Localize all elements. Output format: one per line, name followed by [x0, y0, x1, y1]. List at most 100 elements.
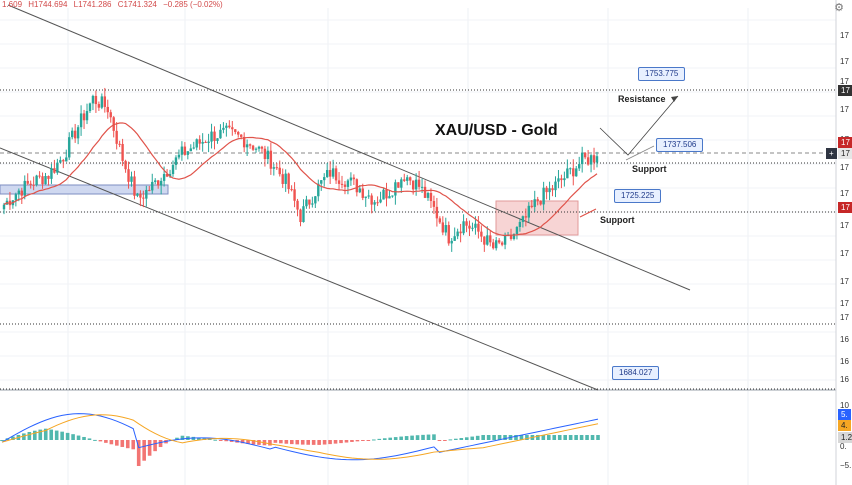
macd-histogram-bar [377, 438, 382, 440]
candle-up [207, 141, 210, 143]
candle-up [320, 180, 323, 184]
macd-axis-tick: −5. [840, 461, 852, 470]
add-alert-plus-icon[interactable]: + [826, 148, 837, 159]
candle-down [165, 174, 169, 177]
macd-histogram-bar [93, 439, 97, 441]
candle-down [343, 184, 347, 187]
candle-up [130, 176, 133, 182]
macd-histogram-bar [27, 431, 32, 440]
candle-down [468, 225, 471, 229]
macd-histogram-bar [311, 440, 316, 445]
callout-bottom-value: 1684.027 [612, 366, 660, 380]
candle-up [23, 180, 26, 196]
macd-histogram-bar [300, 440, 305, 445]
macd-histogram-bar [136, 440, 141, 467]
candle-up [456, 231, 459, 237]
candle-down [545, 187, 548, 193]
macd-histogram-bar [180, 435, 185, 440]
macd-histogram-bar [525, 435, 529, 440]
macd-histogram-bar [557, 435, 562, 440]
candle-up [85, 111, 89, 121]
price-levels [0, 89, 836, 390]
candle-up [195, 139, 198, 148]
macd-histogram-bar [125, 440, 130, 449]
macd-histogram-bar [317, 440, 321, 445]
candle-down [583, 152, 587, 158]
support-label-lower: Support [600, 215, 635, 225]
candle-up [566, 168, 569, 179]
candle-down [459, 231, 462, 234]
candle-down [551, 188, 554, 191]
ohlc-low: L1741.286 [73, 0, 112, 9]
signal-line [1, 414, 599, 460]
candle-up [180, 146, 184, 155]
macd-histogram-bar [38, 429, 43, 440]
candle-down [29, 183, 32, 185]
candle-up [450, 240, 453, 244]
macd-histogram-bar [306, 440, 311, 445]
settings-gear-icon[interactable]: ⚙ [834, 2, 844, 14]
candle-up [159, 180, 163, 186]
macd-histogram-bar [426, 434, 431, 440]
candle-down [94, 95, 98, 105]
candle-down [269, 150, 273, 169]
candle-up [151, 181, 154, 191]
candle-down [260, 146, 264, 149]
trendlines [0, 4, 691, 391]
candle-up [400, 179, 403, 188]
macd-histogram-bar [579, 435, 584, 440]
candle-up [569, 168, 572, 170]
candle-down [483, 236, 486, 245]
candle-up [222, 127, 225, 130]
price-axis-tick: 17 [840, 221, 849, 230]
candle-up [100, 96, 104, 108]
candle-up [210, 131, 213, 142]
price-axis-tick: 17 [840, 277, 849, 286]
candle-up [305, 199, 308, 207]
candle-down [97, 104, 101, 108]
candle-up [59, 160, 62, 163]
macd-histogram-bar [421, 434, 425, 440]
candle-up [575, 168, 578, 177]
moving-average-line [3, 122, 598, 237]
candle-down [139, 193, 142, 198]
macd-histogram-bar [388, 437, 393, 440]
candle-down [20, 190, 23, 196]
candle-up [257, 146, 261, 149]
candle-up [311, 203, 314, 205]
candle-down [403, 179, 406, 181]
demand-zone [495, 200, 579, 236]
candle-down [293, 189, 296, 201]
macd-axis-tick: 10 [840, 401, 849, 410]
ohlc-change: −0.285 (−0.02%) [163, 0, 223, 9]
candle-down [438, 218, 442, 223]
candle-up [426, 192, 430, 198]
macd-histogram-bar [207, 438, 212, 440]
macd-histogram-bar [448, 439, 453, 441]
macd-histogram-bar [279, 440, 283, 444]
macd-histogram-bar [60, 431, 64, 440]
candle-up [391, 195, 394, 197]
macd-histogram-bar [382, 438, 387, 440]
candle-down [118, 143, 121, 145]
candle-down [275, 167, 278, 169]
resistance-label: Resistance [618, 94, 666, 104]
candle-up [201, 141, 204, 144]
macd-histogram-bar [33, 430, 37, 440]
candle-down [183, 146, 187, 155]
candle-up [70, 130, 74, 138]
macd-panel [0, 413, 600, 467]
candle-up [373, 202, 376, 205]
macd-histogram-bar [459, 438, 464, 440]
macd-histogram-bar [147, 440, 152, 456]
candle-down [385, 189, 388, 199]
candle-up [284, 173, 287, 184]
macd-histogram-bar [475, 435, 480, 440]
macd-histogram-bar [284, 440, 289, 444]
candle-up [331, 168, 335, 177]
macd-histogram-bar [497, 435, 502, 440]
macd-histogram-bar [131, 440, 136, 450]
candle-up [518, 221, 522, 227]
axis-badge-signal: 4. [838, 420, 851, 431]
